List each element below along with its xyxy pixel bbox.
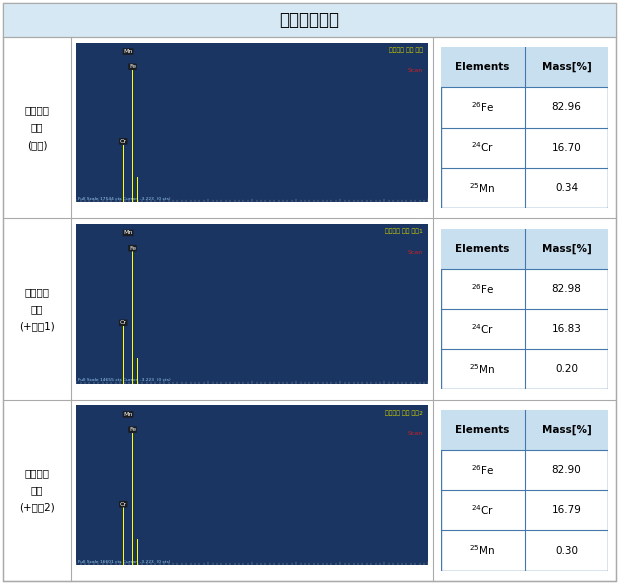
Text: Full Scale 16601 cts Cursor: -3.223  (0 cts): Full Scale 16601 cts Cursor: -3.223 (0 c… bbox=[78, 559, 170, 564]
Text: 16.79: 16.79 bbox=[552, 505, 581, 516]
Text: 제조단계
소성
(+식품2): 제조단계 소성 (+식품2) bbox=[19, 468, 55, 513]
Text: Elements: Elements bbox=[456, 244, 510, 254]
Text: 82.96: 82.96 bbox=[552, 102, 581, 113]
Text: Mn: Mn bbox=[123, 49, 133, 54]
Text: keV: keV bbox=[417, 395, 428, 400]
Text: keV: keV bbox=[417, 576, 428, 582]
Text: keV: keV bbox=[417, 214, 428, 218]
Text: 16.83: 16.83 bbox=[552, 324, 581, 334]
Text: 제조단계
소성
(원물): 제조단계 소성 (원물) bbox=[25, 105, 50, 150]
Text: 16.70: 16.70 bbox=[552, 142, 581, 152]
Text: Full Scale 17544 cts Cursor: -3.223  (0 cts): Full Scale 17544 cts Cursor: -3.223 (0 c… bbox=[78, 197, 170, 201]
Text: Cr: Cr bbox=[119, 320, 127, 325]
Text: 0.30: 0.30 bbox=[555, 545, 578, 555]
Text: Fe: Fe bbox=[129, 427, 136, 432]
Text: $^{24}$Cr: $^{24}$Cr bbox=[471, 503, 495, 517]
Text: 무기성분분석: 무기성분분석 bbox=[280, 11, 339, 29]
Bar bbox=[441, 47, 608, 88]
Text: Mn: Mn bbox=[123, 412, 133, 417]
Text: $^{25}$Mn: $^{25}$Mn bbox=[469, 362, 496, 376]
Bar bbox=[441, 410, 608, 450]
Text: Cr: Cr bbox=[119, 502, 127, 507]
Text: 0.34: 0.34 bbox=[555, 183, 578, 193]
Text: $^{26}$Fe: $^{26}$Fe bbox=[471, 100, 495, 114]
Text: Mass[%]: Mass[%] bbox=[542, 425, 591, 435]
Text: Mn: Mn bbox=[123, 231, 133, 235]
Text: $^{26}$Fe: $^{26}$Fe bbox=[471, 282, 495, 296]
Text: 제조단계
소성
(+식품1): 제조단계 소성 (+식품1) bbox=[19, 287, 55, 331]
Bar bbox=[3, 3, 616, 37]
Text: Scan: Scan bbox=[408, 249, 423, 255]
Text: 82.98: 82.98 bbox=[552, 284, 581, 294]
Text: $^{24}$Cr: $^{24}$Cr bbox=[471, 322, 495, 336]
Text: Fe: Fe bbox=[129, 64, 136, 69]
Text: 0.20: 0.20 bbox=[555, 364, 578, 374]
Text: Scan: Scan bbox=[408, 431, 423, 436]
Text: 철수세미 소성 식품1: 철수세미 소성 식품1 bbox=[385, 229, 423, 234]
Text: $^{25}$Mn: $^{25}$Mn bbox=[469, 544, 496, 557]
Text: Scan: Scan bbox=[408, 68, 423, 73]
Text: $^{24}$Cr: $^{24}$Cr bbox=[471, 141, 495, 154]
Text: 82.90: 82.90 bbox=[552, 465, 581, 475]
Bar bbox=[441, 229, 608, 269]
Text: Mass[%]: Mass[%] bbox=[542, 244, 591, 254]
Text: $^{25}$Mn: $^{25}$Mn bbox=[469, 181, 496, 194]
Text: Mass[%]: Mass[%] bbox=[542, 62, 591, 72]
Text: Elements: Elements bbox=[456, 425, 510, 435]
Text: Full Scale 14655 cts Cursor: -3.223  (0 cts): Full Scale 14655 cts Cursor: -3.223 (0 c… bbox=[78, 378, 170, 383]
Text: $^{26}$Fe: $^{26}$Fe bbox=[471, 464, 495, 477]
Text: Cr: Cr bbox=[119, 139, 127, 144]
Text: 철수세미 소성 식품2: 철수세미 소성 식품2 bbox=[385, 411, 423, 416]
Text: Elements: Elements bbox=[456, 62, 510, 72]
Text: Fe: Fe bbox=[129, 246, 136, 251]
Text: 철수세미 소성 원물: 철수세미 소성 원물 bbox=[389, 47, 423, 53]
